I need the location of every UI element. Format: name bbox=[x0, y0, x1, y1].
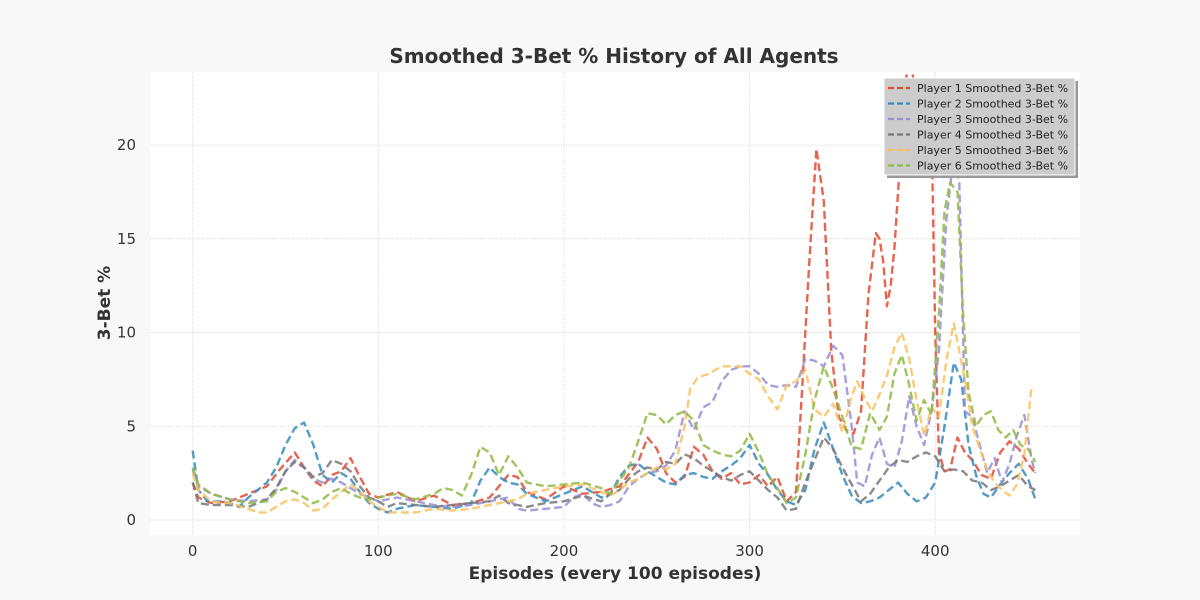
series-line-player-3 bbox=[191, 153, 1037, 512]
x-tick-label: 400 bbox=[921, 542, 950, 560]
legend-label: Player 6 Smoothed 3-Bet % bbox=[917, 160, 1068, 173]
legend-label: Player 2 Smoothed 3-Bet % bbox=[917, 98, 1068, 111]
series-line-player-1 bbox=[191, 72, 1037, 507]
legend-label: Player 4 Smoothed 3-Bet % bbox=[917, 129, 1068, 142]
x-axis-label: Episodes (every 100 episodes) bbox=[469, 564, 762, 584]
legend-label: Player 1 Smoothed 3-Bet % bbox=[917, 82, 1068, 95]
x-tick-label: 300 bbox=[735, 542, 764, 560]
chart-title: Smoothed 3-Bet % History of All Agents bbox=[389, 44, 838, 68]
legend: Player 1 Smoothed 3-Bet % Player 2 Smooth… bbox=[883, 77, 1078, 178]
series-line-player-2 bbox=[191, 361, 1037, 514]
y-tick-labels: 0 5 10 15 20 bbox=[117, 136, 136, 529]
x-tick-label: 100 bbox=[364, 542, 393, 560]
legend-label: Player 3 Smoothed 3-Bet % bbox=[917, 113, 1068, 126]
y-axis-label: 3-Bet % bbox=[95, 266, 115, 340]
x-tick-label: 0 bbox=[188, 542, 198, 560]
legend-label: Player 5 Smoothed 3-Bet % bbox=[917, 144, 1068, 157]
y-tick-label: 5 bbox=[126, 417, 136, 435]
legend-box bbox=[883, 77, 1076, 176]
series-lines bbox=[191, 72, 1037, 514]
series-line-player-6 bbox=[191, 181, 1037, 505]
y-tick-label: 20 bbox=[117, 136, 136, 154]
y-tick-label: 15 bbox=[117, 230, 136, 248]
series-line-player-4 bbox=[191, 436, 1036, 512]
x-tick-labels: 0 100 200 300 400 bbox=[188, 542, 950, 560]
x-tick-label: 200 bbox=[550, 542, 579, 560]
y-tick-label: 0 bbox=[126, 511, 136, 529]
y-tick-label: 10 bbox=[117, 324, 136, 342]
